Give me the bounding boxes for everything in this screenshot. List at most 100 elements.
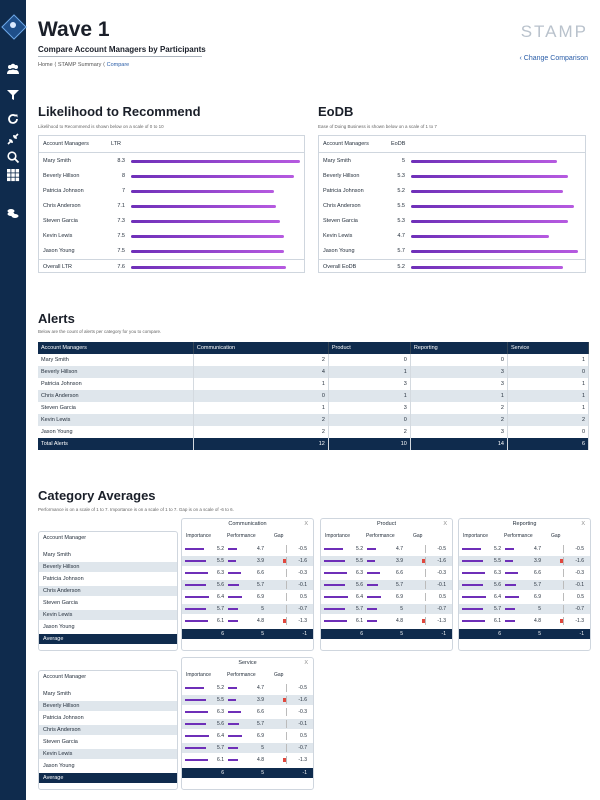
close-icon[interactable]: X xyxy=(443,521,447,527)
table-row: 6.4 6.9 0.5 xyxy=(459,592,590,602)
performance-bar xyxy=(228,596,242,598)
performance-value: 5 xyxy=(400,606,403,612)
table-row: 6.3 6.6 -0.3 xyxy=(182,707,313,717)
category-panel-label: Service xyxy=(238,660,257,666)
gap-divider xyxy=(286,756,287,764)
ltr-overall-row: Overall LTR 7.6 xyxy=(39,259,304,275)
performance-value: 6.6 xyxy=(257,570,264,576)
performance-bar xyxy=(228,560,236,562)
importance-bar xyxy=(185,723,206,725)
importance-bar xyxy=(185,687,205,689)
breadcrumb-separator: ⟨ xyxy=(102,62,106,68)
category-panel-reporting: Reporting X Importance Performance Gap 5.2 4.7… xyxy=(458,518,591,651)
ltr-row: Patricia Johnson 7 xyxy=(39,184,304,199)
alerts-value-cell: 2 xyxy=(193,354,329,366)
performance-bar xyxy=(367,548,377,550)
list-item: Steven Garcia xyxy=(43,600,78,606)
average-gap: -1 xyxy=(302,631,307,637)
close-icon[interactable]: X xyxy=(581,521,585,527)
breadcrumb-home[interactable]: Home xyxy=(38,62,53,68)
coins-icon[interactable] xyxy=(6,206,20,220)
alerts-value-cell: 1 xyxy=(507,390,590,402)
gap-value: -0.3 xyxy=(575,570,584,576)
importance-value: 5.2 xyxy=(217,546,224,552)
importance-header: Importance xyxy=(463,533,489,539)
alerts-value-cell: 1 xyxy=(193,402,329,414)
performance-value: 5.7 xyxy=(257,582,264,588)
performance-bar xyxy=(228,548,238,550)
ltr-note: Likelihood to Recommend is shown below o… xyxy=(38,124,164,129)
importance-value: 5.2 xyxy=(217,685,224,691)
eodb-row: Mary Smith 5 xyxy=(319,154,585,169)
grid-icon[interactable] xyxy=(6,168,20,182)
importance-value: 6.4 xyxy=(356,594,363,600)
importance-bar xyxy=(185,572,209,574)
performance-bar xyxy=(367,620,377,622)
eodb-row-bar xyxy=(411,266,564,269)
performance-value: 6.9 xyxy=(257,594,264,600)
alerts-header-row: Account Managers Communication Product Repo… xyxy=(38,342,590,354)
performance-value: 3.9 xyxy=(534,558,541,564)
importance-bar xyxy=(462,584,483,586)
performance-header: Performance xyxy=(366,533,395,539)
importance-bar xyxy=(324,620,347,622)
performance-value: 5.7 xyxy=(396,582,403,588)
average-performance: 5 xyxy=(400,631,403,637)
ltr-row-name: Beverly Hillson xyxy=(43,173,80,179)
close-icon[interactable]: X xyxy=(304,660,308,666)
alerts-header-cell: Account Managers xyxy=(38,342,194,354)
list-item: Kevin Lewis xyxy=(39,610,177,620)
alerts-table: Account Managers Communication Product Repo… xyxy=(38,342,590,450)
table-row: Mary Smith 2 0 0 1 xyxy=(38,354,590,366)
gap-divider xyxy=(286,696,287,704)
average-performance: 5 xyxy=(261,631,264,637)
importance-bar xyxy=(185,747,207,749)
importance-value: 6.1 xyxy=(217,757,224,763)
alerts-name-cell: Kevin Lewis xyxy=(38,414,194,426)
average-importance: 6 xyxy=(360,631,363,637)
close-icon[interactable]: X xyxy=(304,521,308,527)
table-row: 6.4 6.9 0.5 xyxy=(182,731,313,741)
importance-bar xyxy=(324,560,345,562)
alerts-value-cell: 2 xyxy=(410,414,508,426)
gap-value: -0.3 xyxy=(298,570,307,576)
gap-value: -1.6 xyxy=(298,558,307,564)
gap-value: -0.1 xyxy=(298,582,307,588)
list-item: Chris Anderson xyxy=(39,725,177,735)
performance-value: 4.7 xyxy=(396,546,403,552)
gap-divider xyxy=(286,744,287,752)
importance-bar xyxy=(185,560,206,562)
importance-bar xyxy=(324,548,344,550)
eodb-row-value: 4.7 xyxy=(397,233,405,239)
importance-value: 5.7 xyxy=(356,606,363,612)
users-icon[interactable] xyxy=(6,62,20,76)
importance-value: 6.3 xyxy=(356,570,363,576)
table-row: 5.2 4.7 -0.5 xyxy=(182,544,313,554)
category-panel-product: Product X Importance Performance Gap 5.2 4.7 -0… xyxy=(320,518,453,651)
change-comparison-link[interactable]: ‹ Change Comparison xyxy=(520,55,589,62)
breadcrumb-current[interactable]: Compare xyxy=(106,62,130,68)
ltr-row-bar xyxy=(131,235,284,238)
alerts-value-cell: 2 xyxy=(328,426,411,438)
table-row: 6.3 6.6 -0.3 xyxy=(182,568,313,578)
account-manager-list: Account Manager Mary Smith Beverly Hillson… xyxy=(38,670,178,790)
ltr-row-bar xyxy=(131,266,287,269)
table-row: 6.1 4.8 -1.3 xyxy=(459,616,590,626)
alerts-value-cell: 3 xyxy=(328,402,411,414)
filter-icon[interactable] xyxy=(6,88,20,102)
refresh-icon[interactable] xyxy=(6,112,20,126)
main-content: Wave 1 STAMP Compare Account Managers by… xyxy=(26,0,600,800)
breadcrumb-summary[interactable]: STAMP Summary xyxy=(57,62,102,68)
performance-header: Performance xyxy=(504,533,533,539)
gap-divider xyxy=(286,708,287,716)
alerts-value-cell: 1 xyxy=(507,402,590,414)
ltr-row-bar xyxy=(131,175,295,178)
search-icon[interactable] xyxy=(6,150,20,164)
ltr-row: Beverly Hillson 8 xyxy=(39,169,304,184)
compress-icon[interactable] xyxy=(6,132,20,146)
performance-value: 5.7 xyxy=(534,582,541,588)
eodb-title: EoDB xyxy=(318,104,354,119)
importance-bar xyxy=(185,711,209,713)
importance-bar xyxy=(462,596,486,598)
alerts-total-value: 10 xyxy=(328,438,411,450)
